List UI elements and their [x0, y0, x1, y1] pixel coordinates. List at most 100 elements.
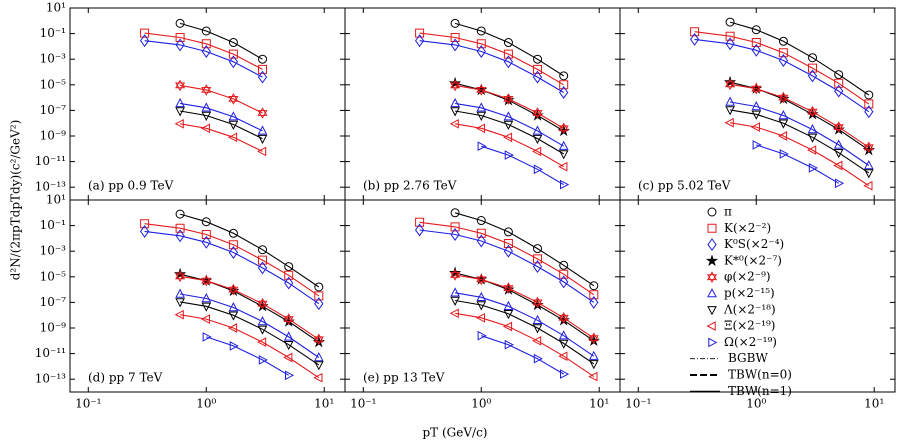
fit-line [481, 145, 564, 186]
data-point [503, 239, 513, 248]
fit-line [454, 82, 564, 132]
data-point [532, 134, 543, 145]
data-point [313, 333, 324, 346]
data-point [139, 34, 150, 48]
data-point [283, 313, 294, 325]
data-point [450, 269, 461, 281]
data-point [588, 332, 599, 344]
data-point [558, 150, 569, 160]
data-point [532, 260, 543, 274]
fit-line [419, 40, 564, 93]
data-point [228, 49, 238, 59]
fit-line [454, 22, 564, 77]
fit-line [730, 109, 870, 174]
data-point [476, 102, 487, 112]
data-point [751, 101, 762, 111]
data-point [476, 228, 486, 238]
legend-label: π [724, 205, 732, 219]
data-point [175, 288, 185, 298]
data-point [751, 25, 761, 35]
data-point [284, 262, 294, 272]
data-point [589, 281, 599, 291]
data-point [258, 245, 268, 255]
data-point [314, 297, 324, 311]
data-point [175, 270, 186, 283]
legend-label: p(×2⁻¹⁵) [724, 286, 775, 300]
data-point [532, 296, 543, 309]
data-point [201, 84, 212, 96]
data-point [751, 110, 762, 120]
data-point [690, 27, 700, 37]
data-point [476, 216, 486, 226]
legend-marker [707, 306, 717, 316]
data-point [725, 106, 735, 116]
data-point [450, 208, 460, 218]
data-point [175, 97, 185, 108]
y-tick-label: 10⁻⁹ [40, 129, 67, 143]
data-point [863, 160, 874, 170]
data-point [833, 149, 844, 159]
y-tick-label: 10⁻¹³ [35, 372, 66, 386]
data-point [778, 36, 788, 46]
data-point [228, 120, 239, 130]
data-point [140, 28, 150, 38]
panel [414, 18, 570, 190]
data-point [533, 54, 543, 64]
data-point [476, 111, 487, 121]
fit-line [179, 273, 320, 343]
data-point [558, 339, 569, 349]
data-point [258, 355, 268, 365]
data-point [503, 55, 514, 69]
data-point [201, 102, 212, 112]
data-point [533, 64, 542, 74]
data-point [863, 169, 874, 179]
legend-label: K*⁰(×2⁻⁷) [724, 253, 782, 267]
data-point [257, 70, 268, 84]
data-point [175, 298, 185, 308]
data-point [415, 28, 425, 38]
data-point [689, 32, 700, 46]
legend-label: BGBW [728, 351, 768, 365]
fit-line [179, 213, 320, 288]
y-tick-label: 10⁻¹ [40, 218, 66, 232]
data-point [503, 49, 513, 59]
data-point [257, 337, 267, 347]
y-tick-label: 10⁻⁵ [40, 269, 67, 283]
data-point [201, 293, 212, 303]
data-point [503, 244, 514, 258]
data-point [175, 79, 186, 92]
data-point [140, 219, 150, 229]
legend-label: TBW(n=1) [728, 384, 792, 398]
x-tick-label: 10¹ [864, 397, 884, 411]
panel [689, 17, 876, 191]
data-point [415, 217, 425, 227]
data-point [532, 70, 543, 84]
data-point [808, 63, 817, 73]
data-point [503, 120, 514, 130]
data-point [476, 291, 487, 301]
data-point [475, 312, 485, 323]
fit-line [180, 102, 263, 132]
data-point [175, 38, 185, 52]
data-point [559, 260, 569, 270]
fit-line [729, 81, 870, 151]
panel [139, 209, 326, 383]
fit-line [144, 230, 320, 305]
data-point [559, 71, 569, 81]
data-point [257, 297, 268, 310]
data-point [532, 146, 542, 157]
data-point [751, 82, 762, 95]
data-point [201, 26, 211, 36]
data-point [228, 38, 238, 48]
fit-line [455, 110, 564, 155]
data-point [228, 55, 239, 69]
data-point [589, 295, 599, 309]
y-tick-label: 10⁻⁷ [40, 295, 67, 309]
legend-marker [705, 254, 719, 267]
data-point [175, 18, 185, 28]
legend-label: K(×2⁻²) [724, 221, 771, 235]
panel-frame [69, 7, 346, 201]
legend-label: Ξ(×2⁻¹⁹) [724, 319, 775, 333]
data-point [283, 352, 293, 363]
y-tick-label: 10⁻¹¹ [35, 346, 66, 360]
